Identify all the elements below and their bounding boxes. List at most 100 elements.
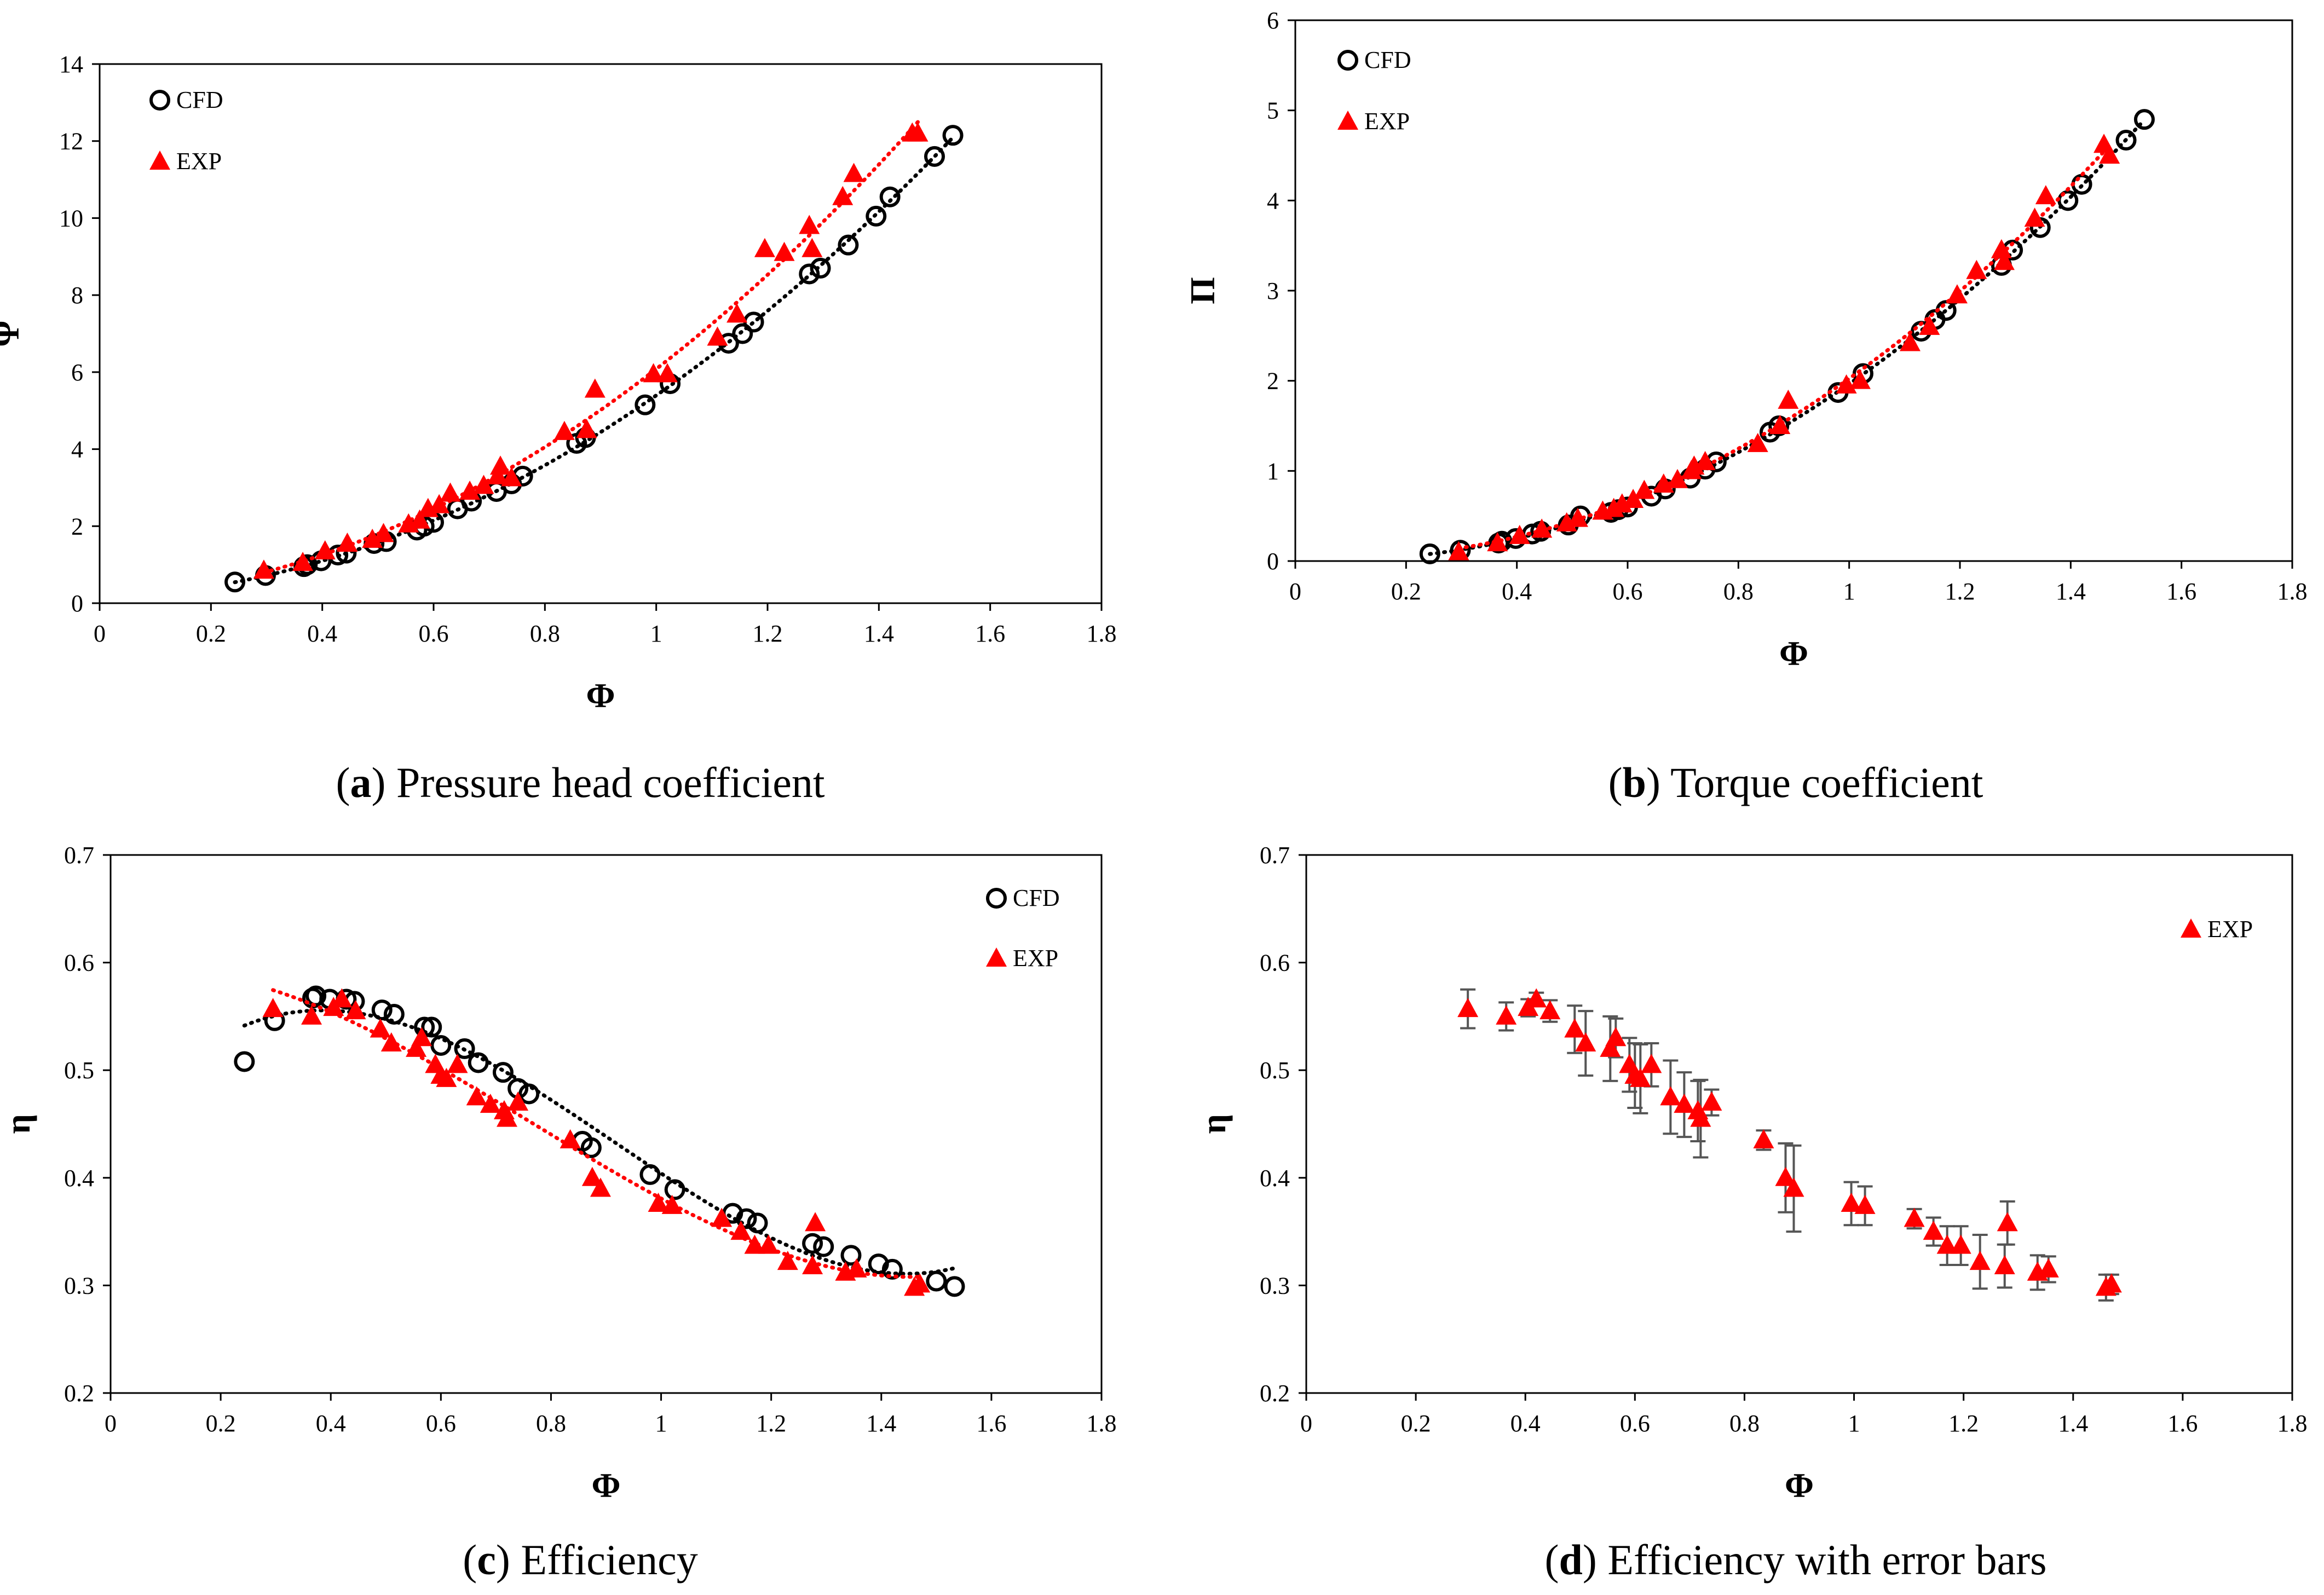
y-tick-label: 2 <box>71 513 83 540</box>
legend-entry-cfd: CFD <box>986 885 1060 911</box>
data-point-exp <box>1701 1091 1722 1111</box>
data-point-cfd <box>468 1052 489 1073</box>
data-point-exp <box>832 186 854 205</box>
data-point-exp <box>1854 1194 1876 1214</box>
series-cfd <box>224 125 964 593</box>
caption-b-letter: b <box>1622 759 1646 806</box>
legend-marker-cfd <box>1337 50 1358 71</box>
data-point-exp <box>508 1091 529 1111</box>
data-point-exp <box>331 988 353 1008</box>
data-point-exp <box>1623 489 1644 508</box>
data-point-exp <box>1753 1129 1774 1148</box>
legend-label-cfd: CFD <box>1364 47 1411 73</box>
data-point-cfd <box>866 205 887 227</box>
caption-d-letter: d <box>1559 1536 1583 1584</box>
data-point-exp <box>409 509 430 529</box>
data-point-exp <box>590 1177 611 1197</box>
data-point-exp <box>2101 1273 2122 1293</box>
series-cfd <box>1419 109 2155 564</box>
x-tick-label: 0.6 <box>1620 1410 1650 1437</box>
x-tick-label: 1.2 <box>756 1410 786 1437</box>
data-point-exp <box>1899 332 1921 351</box>
data-point-exp <box>1778 389 1799 409</box>
x-tick-label: 0 <box>1289 578 1301 605</box>
series-exp <box>253 120 929 579</box>
data-point-exp <box>345 1000 366 1020</box>
data-point-cfd <box>371 999 393 1021</box>
data-point-exp <box>1605 1027 1627 1047</box>
x-tick-label: 1 <box>650 620 662 647</box>
data-point-exp <box>1634 479 1655 499</box>
y-tick-label: 0.7 <box>1260 842 1290 869</box>
x-tick-label: 0.2 <box>1391 578 1421 605</box>
data-point-exp <box>846 1258 867 1278</box>
data-point-exp <box>1936 1234 1958 1254</box>
data-point-exp <box>553 420 575 440</box>
caption-b-open: ( <box>1608 759 1623 806</box>
y-tick-label: 0.4 <box>64 1165 94 1192</box>
x-tick-label: 1.4 <box>2056 578 2086 605</box>
caption-d-text: Efficiency with error bars <box>1607 1536 2047 1584</box>
y-tick-label: 0.7 <box>64 842 94 869</box>
data-point-exp <box>480 1094 501 1113</box>
series-exp <box>1448 134 2120 560</box>
data-point-exp <box>805 1212 826 1232</box>
plot-area-frame <box>1305 854 2293 1394</box>
data-point-exp <box>1496 1005 1517 1025</box>
caption-b-text: Torque coefficient <box>1670 759 1983 806</box>
y-tick-label: 5 <box>1267 97 1279 124</box>
data-point-exp <box>2035 185 2056 205</box>
series-cfd <box>234 985 965 1297</box>
caption-c-text: Efficiency <box>521 1536 698 1584</box>
data-point-exp <box>576 419 597 438</box>
data-point-exp <box>2099 145 2120 164</box>
data-point-exp <box>1667 469 1688 488</box>
chart-panel-d: 0 0.2 0.4 0.6 0.8 1 1.2 1.4 1.6 1.8 0.2 0.3 0.4 0.5 0.… <box>1162 821 2324 1533</box>
data-point-exp <box>1904 1207 1925 1227</box>
y-axis-label: Π <box>1183 277 1222 304</box>
caption-d-close: ) <box>1582 1536 1597 1584</box>
caption-a-letter: a <box>350 759 372 806</box>
data-point-exp <box>744 1234 765 1254</box>
x-tick-label: 0 <box>94 620 106 647</box>
caption-d-open: ( <box>1544 1536 1559 1584</box>
x-tick-label: 0.8 <box>1723 578 1754 605</box>
data-point-cfd <box>879 186 901 207</box>
data-point-exp <box>501 467 522 487</box>
data-point-exp <box>1457 998 1479 1018</box>
data-point-cfd <box>881 1258 903 1280</box>
x-tick-label: 0 <box>105 1410 117 1437</box>
x-tick-label: 0.6 <box>426 1410 456 1437</box>
x-axis-label: Φ <box>591 1466 620 1505</box>
data-point-exp <box>459 480 481 500</box>
data-point-cfd <box>802 1233 823 1254</box>
data-point-exp <box>1660 1086 1681 1106</box>
caption-c-close: ) <box>495 1536 510 1584</box>
y-tick-label: 8 <box>71 282 83 309</box>
data-point-exp <box>362 528 383 548</box>
legend-label-exp: EXP <box>176 148 222 175</box>
data-point-exp <box>473 475 494 494</box>
data-point-exp <box>726 303 748 323</box>
data-point-exp <box>754 238 775 257</box>
x-tick-label: 0.4 <box>316 1410 346 1437</box>
y-tick-label: 0.2 <box>1260 1380 1290 1407</box>
data-point-exp <box>436 1067 457 1087</box>
series-exp <box>1457 988 2122 1302</box>
x-tick-label: 1.8 <box>2277 1410 2308 1437</box>
caption-b: (b) Torque coefficient <box>1467 758 2124 807</box>
x-tick-label: 1.2 <box>1945 578 1975 605</box>
data-point-exp <box>440 482 461 502</box>
data-point-exp <box>643 363 664 383</box>
y-axis-label: η <box>1194 1114 1233 1134</box>
y-axis-label: η <box>0 1114 37 1134</box>
y-tick-label: 0.5 <box>64 1057 94 1084</box>
legend-marker-exp <box>149 151 170 170</box>
x-tick-label: 1.6 <box>2166 578 2196 605</box>
data-point-exp <box>707 326 728 346</box>
data-point-cfd <box>518 1083 540 1105</box>
x-tick-label: 0.8 <box>1729 1410 1760 1437</box>
data-point-exp <box>314 540 336 560</box>
data-point-cfd <box>924 146 945 167</box>
data-point-cfd <box>813 1236 834 1257</box>
